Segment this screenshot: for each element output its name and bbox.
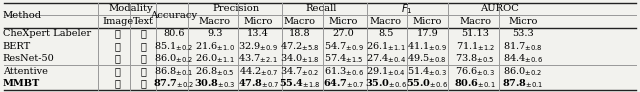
Text: Micro: Micro xyxy=(413,17,442,26)
Text: 81.7$_{\pm0.8}$: 81.7$_{\pm0.8}$ xyxy=(503,40,543,53)
Text: 57.4$_{\pm1.5}$: 57.4$_{\pm1.5}$ xyxy=(324,52,364,65)
Text: Macro: Macro xyxy=(370,17,402,26)
Text: $F_1$: $F_1$ xyxy=(401,2,412,16)
Text: 13.4: 13.4 xyxy=(247,29,269,38)
Text: 71.1$_{\pm1.2}$: 71.1$_{\pm1.2}$ xyxy=(456,40,495,53)
Text: 32.9$_{\pm0.9}$: 32.9$_{\pm0.9}$ xyxy=(238,40,278,53)
Text: ✓: ✓ xyxy=(141,67,147,76)
Text: Attentive: Attentive xyxy=(3,67,47,76)
Text: 54.7$_{\pm0.9}$: 54.7$_{\pm0.9}$ xyxy=(324,40,364,53)
Text: 84.4$_{\pm0.6}$: 84.4$_{\pm0.6}$ xyxy=(503,52,543,65)
Text: 34.0$_{\pm1.8}$: 34.0$_{\pm1.8}$ xyxy=(280,52,319,65)
Text: 8.5: 8.5 xyxy=(378,29,394,38)
Text: 26.0$_{\pm1.1}$: 26.0$_{\pm1.1}$ xyxy=(195,52,234,65)
Text: ✓: ✓ xyxy=(141,79,147,88)
Text: AUROC: AUROC xyxy=(480,4,518,13)
Text: ✓: ✓ xyxy=(115,54,120,63)
Text: 51.13: 51.13 xyxy=(461,29,489,38)
Text: Modality: Modality xyxy=(108,4,153,13)
Text: 9.3: 9.3 xyxy=(207,29,222,38)
Text: Micro: Micro xyxy=(508,17,538,26)
Text: Text: Text xyxy=(133,17,154,26)
Text: 86.0$_{\pm0.2}$: 86.0$_{\pm0.2}$ xyxy=(504,65,543,78)
Text: 21.6$_{\pm1.0}$: 21.6$_{\pm1.0}$ xyxy=(195,40,235,53)
Text: ✓: ✓ xyxy=(141,42,147,51)
Text: CheXpert Labeler: CheXpert Labeler xyxy=(3,29,91,38)
Text: Recall: Recall xyxy=(306,4,337,13)
Text: Image: Image xyxy=(102,17,133,26)
Text: 29.1$_{\pm0.4}$: 29.1$_{\pm0.4}$ xyxy=(366,65,406,78)
Text: 43.7$_{\pm2.1}$: 43.7$_{\pm2.1}$ xyxy=(238,52,278,65)
Text: 55.4$_{\pm1.8}$: 55.4$_{\pm1.8}$ xyxy=(278,77,321,90)
Text: 87.8$_{\pm0.1}$: 87.8$_{\pm0.1}$ xyxy=(502,77,544,90)
Text: Method: Method xyxy=(3,10,42,20)
Text: ✓: ✓ xyxy=(115,79,120,88)
Text: Micro: Micro xyxy=(243,17,273,26)
Text: 30.8$_{\pm0.3}$: 30.8$_{\pm0.3}$ xyxy=(194,77,236,90)
Text: 85.1$_{\pm0.2}$: 85.1$_{\pm0.2}$ xyxy=(154,40,193,53)
Text: 41.1$_{\pm0.9}$: 41.1$_{\pm0.9}$ xyxy=(408,40,447,53)
Text: 73.8$_{\pm0.5}$: 73.8$_{\pm0.5}$ xyxy=(456,52,495,65)
Text: 53.3: 53.3 xyxy=(512,29,534,38)
Text: 80.6$_{\pm0.1}$: 80.6$_{\pm0.1}$ xyxy=(454,77,496,90)
Text: 86.8$_{\pm0.1}$: 86.8$_{\pm0.1}$ xyxy=(154,65,193,78)
Text: 44.2$_{\pm0.7}$: 44.2$_{\pm0.7}$ xyxy=(239,65,278,78)
Text: ✓: ✓ xyxy=(115,67,120,76)
Text: 87.7$_{\pm0.2}$: 87.7$_{\pm0.2}$ xyxy=(153,77,195,90)
Text: 26.1$_{\pm1.1}$: 26.1$_{\pm1.1}$ xyxy=(366,40,406,53)
Text: Macro: Macro xyxy=(198,17,230,26)
Text: 27.4$_{\pm0.4}$: 27.4$_{\pm0.4}$ xyxy=(366,52,406,65)
Text: 34.7$_{\pm0.2}$: 34.7$_{\pm0.2}$ xyxy=(280,65,319,78)
Text: ✗: ✗ xyxy=(141,54,147,63)
Text: BERT: BERT xyxy=(3,42,31,51)
Text: 17.9: 17.9 xyxy=(417,29,438,38)
Text: Micro: Micro xyxy=(329,17,358,26)
Text: MMBT: MMBT xyxy=(3,79,40,88)
Text: Precision: Precision xyxy=(212,4,260,13)
Text: 27.0: 27.0 xyxy=(333,29,355,38)
Text: Macro: Macro xyxy=(284,17,316,26)
Text: ✗: ✗ xyxy=(115,29,120,38)
Text: Macro: Macro xyxy=(459,17,491,26)
Text: 18.8: 18.8 xyxy=(289,29,310,38)
Text: 47.8$_{\pm0.7}$: 47.8$_{\pm0.7}$ xyxy=(237,77,278,90)
Text: 26.8$_{\pm0.5}$: 26.8$_{\pm0.5}$ xyxy=(195,65,234,78)
Text: 49.5$_{\pm0.8}$: 49.5$_{\pm0.8}$ xyxy=(408,52,447,65)
Text: 55.0$_{\pm0.6}$: 55.0$_{\pm0.6}$ xyxy=(406,77,448,90)
Text: 35.0$_{\pm0.6}$: 35.0$_{\pm0.6}$ xyxy=(365,77,407,90)
Text: ✓: ✓ xyxy=(141,29,147,38)
Text: 61.3$_{\pm0.6}$: 61.3$_{\pm0.6}$ xyxy=(324,65,364,78)
Text: ResNet-50: ResNet-50 xyxy=(3,54,54,63)
Text: Accuracy: Accuracy xyxy=(150,10,197,20)
Text: 64.7$_{\pm0.7}$: 64.7$_{\pm0.7}$ xyxy=(323,77,364,90)
Text: ✗: ✗ xyxy=(115,42,120,51)
Text: 47.2$_{\pm5.8}$: 47.2$_{\pm5.8}$ xyxy=(280,40,319,53)
Text: 76.6$_{\pm0.3}$: 76.6$_{\pm0.3}$ xyxy=(455,65,495,78)
Text: 86.0$_{\pm0.2}$: 86.0$_{\pm0.2}$ xyxy=(154,52,193,65)
Text: 51.4$_{\pm0.3}$: 51.4$_{\pm0.3}$ xyxy=(408,65,447,78)
Text: 80.6: 80.6 xyxy=(163,29,184,38)
